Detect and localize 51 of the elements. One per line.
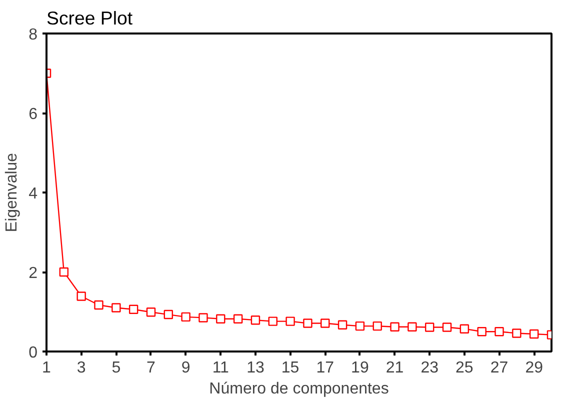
x-tick-label: 17 <box>316 360 334 376</box>
point <box>529 329 539 339</box>
point <box>442 322 452 332</box>
point <box>250 316 260 325</box>
x-tick-label: 25 <box>456 360 474 376</box>
point <box>460 324 470 334</box>
x-tick-label: 19 <box>351 360 369 376</box>
point <box>408 322 417 332</box>
x-tick-label: 5 <box>112 360 121 376</box>
point <box>320 318 330 328</box>
x-tick-label: 29 <box>525 360 544 376</box>
point <box>494 327 504 336</box>
x-tick-label: 3 <box>76 360 86 376</box>
point <box>390 322 400 332</box>
y-tick-label: 0 <box>28 344 38 362</box>
point <box>112 303 121 312</box>
point <box>59 267 69 277</box>
point <box>198 313 208 322</box>
y-tick-label: 4 <box>28 186 38 202</box>
point <box>76 292 86 301</box>
x-axis-title: Número de componentes <box>209 380 389 398</box>
point <box>338 320 348 330</box>
chart-title: Scree Plot <box>46 8 134 28</box>
x-tick-label: 23 <box>420 360 439 376</box>
point <box>425 322 434 332</box>
point <box>355 321 365 331</box>
point <box>268 316 278 326</box>
point <box>303 318 312 328</box>
x-tick-label: 13 <box>246 360 264 376</box>
x-tick-label: 9 <box>181 360 190 376</box>
y-tick-label: 6 <box>28 106 38 123</box>
point <box>512 328 522 338</box>
point <box>164 310 173 320</box>
point <box>216 314 226 324</box>
x-tick-label: 27 <box>490 360 508 376</box>
point <box>477 327 486 336</box>
point <box>128 304 138 314</box>
point <box>286 316 295 326</box>
x-tick-label: 21 <box>386 360 404 376</box>
x-tick-label: 7 <box>146 360 156 376</box>
point <box>372 321 382 331</box>
x-tick-label: 1 <box>42 360 52 376</box>
x-tick-label: 11 <box>212 360 230 376</box>
y-tick-label: 2 <box>28 265 38 282</box>
point <box>94 300 104 310</box>
y-tick-label: 8 <box>28 26 38 44</box>
y-axis-title: Eigenvalue <box>4 152 21 232</box>
point <box>181 312 190 322</box>
x-tick-label: 15 <box>281 360 300 376</box>
point <box>146 308 156 317</box>
point <box>233 314 243 324</box>
